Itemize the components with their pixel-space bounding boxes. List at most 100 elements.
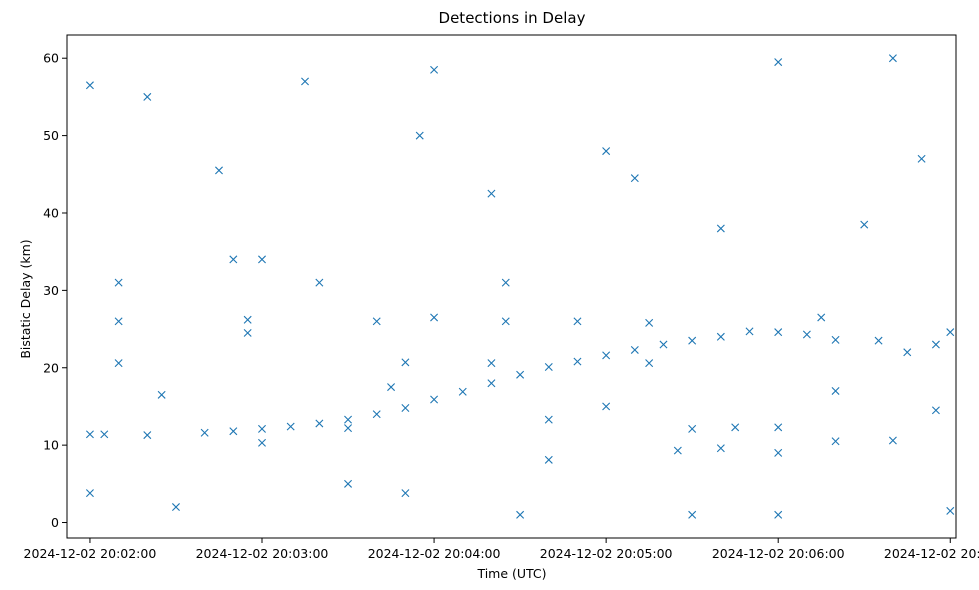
data-point (401, 489, 410, 498)
data-point (114, 359, 123, 368)
data-point (85, 489, 94, 498)
data-point (946, 328, 955, 337)
data-point (171, 503, 180, 512)
data-point (946, 506, 955, 515)
data-point (630, 174, 639, 183)
x-axis-label: Time (UTC) (476, 566, 546, 581)
data-point (85, 81, 94, 90)
data-point (544, 362, 553, 371)
y-tick-label: 30 (43, 283, 59, 298)
data-point (387, 383, 396, 392)
data-point (143, 92, 152, 101)
data-point (487, 379, 496, 388)
data-point (688, 336, 697, 345)
chart-title: Detections in Delay (439, 9, 586, 27)
data-point (831, 335, 840, 344)
data-point (100, 430, 109, 439)
scatter-marks (85, 54, 955, 519)
data-point (258, 424, 266, 433)
data-point (344, 415, 353, 424)
data-point (415, 131, 424, 140)
data-point (516, 510, 525, 519)
plot-frame (66, 34, 957, 539)
y-tick-label: 40 (43, 205, 59, 220)
data-point (114, 317, 123, 326)
data-point (774, 58, 783, 67)
data-point (888, 436, 897, 445)
x-tick-label: 2024-12-02 20:05:00 (540, 546, 673, 561)
data-point (487, 359, 496, 368)
data-point (831, 386, 840, 395)
data-point (243, 315, 252, 324)
data-point (143, 431, 152, 440)
data-point (315, 278, 324, 287)
data-point (430, 65, 439, 74)
y-tick-label: 20 (43, 360, 59, 375)
data-point (372, 317, 381, 326)
data-point (673, 446, 682, 455)
x-tick-label: 2024-12-02 20:06:00 (712, 546, 845, 561)
data-point (774, 510, 783, 519)
data-point (229, 427, 238, 436)
data-point (716, 224, 725, 233)
data-point (458, 387, 467, 396)
data-point (501, 278, 510, 287)
data-point (659, 340, 668, 349)
data-point (544, 455, 553, 464)
data-point (630, 345, 639, 354)
data-point (516, 370, 525, 379)
data-point (487, 189, 496, 198)
data-point (344, 479, 353, 488)
data-point (774, 423, 783, 432)
x-tick-label: 2024-12-02 20:03:00 (196, 546, 329, 561)
data-point (831, 437, 840, 446)
axis-ticks: 2024-12-02 20:02:00 2024-12-02 20:03:00 20… (24, 51, 979, 561)
data-point (430, 313, 439, 322)
y-tick-label: 10 (43, 438, 59, 453)
data-point (602, 351, 611, 360)
data-point (716, 444, 725, 453)
data-point (731, 423, 740, 432)
data-point (200, 428, 209, 437)
data-point (401, 404, 410, 412)
data-point (688, 510, 697, 519)
data-point (286, 422, 295, 431)
data-point (573, 317, 582, 326)
data-point (917, 154, 926, 163)
y-tick-label: 0 (51, 515, 59, 530)
data-point (602, 402, 611, 411)
data-point (372, 410, 381, 419)
x-tick-label: 2024-12-02 20:02:00 (24, 546, 157, 561)
data-point (745, 327, 754, 336)
data-point (774, 328, 783, 337)
data-point (931, 406, 940, 415)
data-point (903, 348, 912, 357)
data-point (258, 438, 266, 447)
y-axis-label: Bistatic Delay (km) (18, 239, 33, 358)
data-point (931, 340, 940, 349)
data-point (114, 278, 123, 287)
data-point (860, 220, 869, 229)
x-tick-label: 2024-12-02 20:07:00 (884, 546, 979, 561)
x-tick-label: 2024-12-02 20:04:00 (368, 546, 501, 561)
data-point (85, 430, 94, 439)
data-point (817, 313, 826, 322)
data-point (243, 328, 252, 337)
data-point (716, 332, 725, 341)
data-point (602, 147, 611, 156)
data-point (301, 77, 310, 86)
data-point (774, 448, 783, 457)
data-point (802, 330, 811, 339)
y-tick-label: 60 (43, 51, 59, 66)
data-point (544, 415, 553, 424)
data-point (401, 358, 410, 367)
data-point (215, 166, 223, 175)
data-point (874, 336, 883, 345)
data-point (645, 359, 654, 368)
y-tick-label: 50 (43, 128, 59, 143)
data-point (430, 395, 439, 404)
data-point (229, 255, 238, 264)
data-point (888, 54, 897, 63)
data-point (157, 390, 166, 399)
